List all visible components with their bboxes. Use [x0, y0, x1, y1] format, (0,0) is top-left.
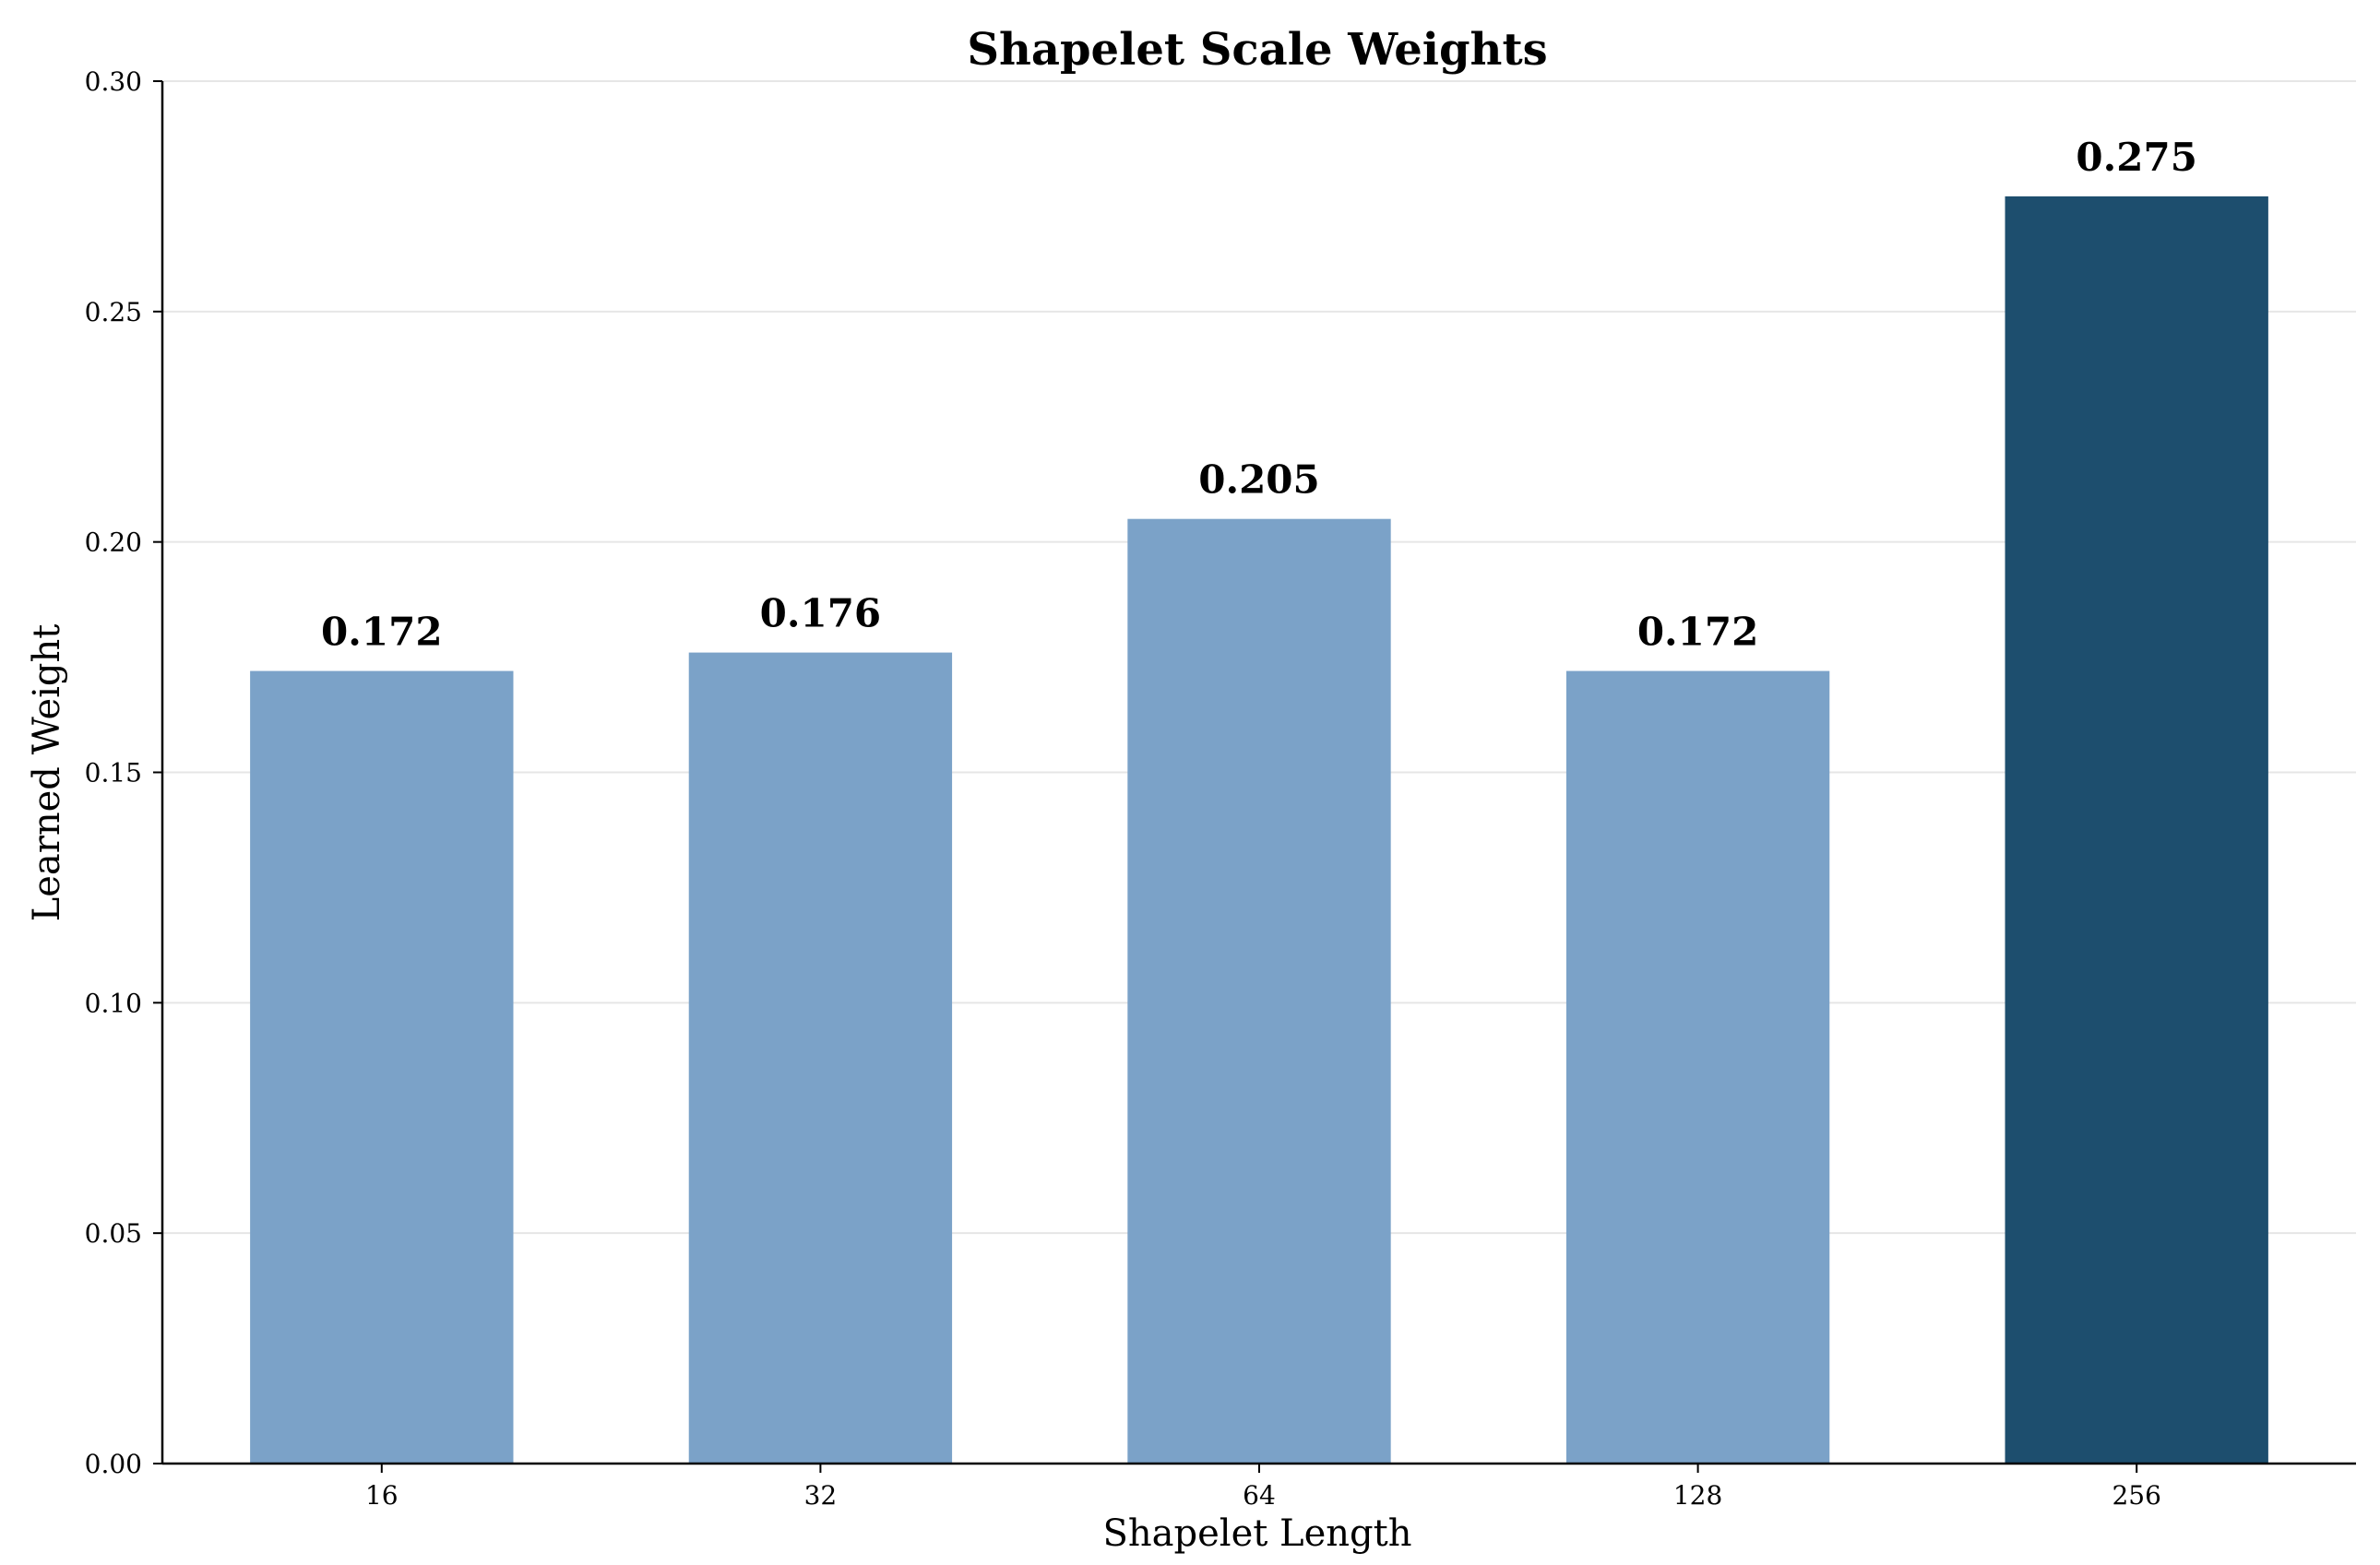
data-labels: 0.172 0.176 0.205 0.172 0.275 — [321, 135, 2197, 655]
y-axis-label: Learned Weight — [26, 624, 68, 922]
x-tick-label-16: 16 — [365, 1480, 399, 1511]
x-axis-label: Shapelet Length — [1103, 1512, 1412, 1555]
data-label-32: 0.176 — [760, 591, 882, 636]
y-tick-label: 0.30 — [85, 66, 142, 97]
data-label-128: 0.172 — [1637, 610, 1759, 655]
y-tick-label: 0.25 — [85, 297, 142, 327]
x-tick-label-256: 256 — [2112, 1480, 2160, 1511]
bar-16 — [250, 670, 514, 1464]
x-tick-label-128: 128 — [1673, 1480, 1722, 1511]
bar-128 — [1565, 670, 1830, 1464]
bar-256 — [2005, 196, 2268, 1464]
y-tick-label: 0.00 — [85, 1449, 142, 1479]
data-label-256: 0.275 — [2076, 135, 2197, 180]
data-label-16: 0.172 — [321, 610, 443, 655]
y-tick-label: 0.05 — [85, 1218, 142, 1249]
x-tick-label-32: 32 — [804, 1480, 838, 1511]
bar-64 — [1127, 518, 1391, 1464]
bar-32 — [688, 652, 953, 1464]
chart-title: Shapelet Scale Weights — [967, 24, 1547, 76]
data-label-64: 0.205 — [1198, 457, 1320, 503]
axes: 0.00 0.05 0.10 0.15 0.20 0.25 0.30 16 32 64 128 256 — [85, 66, 2356, 1511]
bars — [250, 196, 2268, 1464]
y-tick-label: 0.15 — [85, 758, 142, 788]
y-tick-label: 0.10 — [85, 988, 142, 1018]
y-tick-label: 0.20 — [85, 528, 142, 558]
x-tick-label-64: 64 — [1243, 1480, 1276, 1511]
